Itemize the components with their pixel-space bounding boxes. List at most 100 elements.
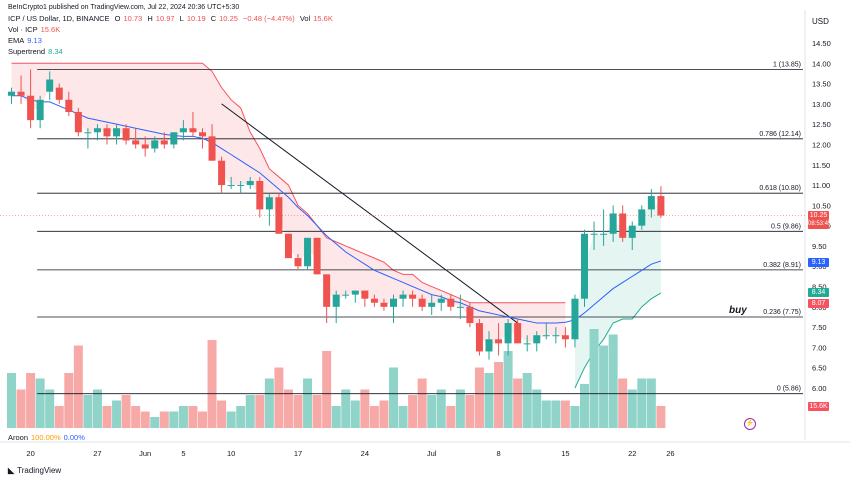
- candle-body[interactable]: [657, 196, 665, 216]
- candle-body[interactable]: [495, 339, 503, 344]
- candle-body[interactable]: [581, 233, 588, 299]
- candle-body[interactable]: [475, 323, 483, 352]
- candle-body[interactable]: [590, 233, 598, 235]
- candle-body[interactable]: [113, 128, 121, 137]
- candle-body[interactable]: [208, 136, 216, 161]
- candle-body[interactable]: [504, 323, 512, 344]
- volume-bar: [513, 378, 523, 428]
- fib-level-label: 0.236 (7.75): [763, 309, 801, 316]
- candle-body[interactable]: [552, 335, 560, 337]
- candle-body[interactable]: [122, 128, 130, 141]
- change-value: −0.48 (−4.47%): [243, 14, 295, 23]
- candle-body[interactable]: [342, 294, 350, 296]
- candle-body[interactable]: [237, 185, 245, 187]
- candle-body[interactable]: [284, 233, 292, 259]
- candle-body[interactable]: [370, 298, 378, 303]
- x-tick-label: 26: [666, 449, 674, 458]
- candle-body[interactable]: [141, 144, 149, 149]
- legend-row-supertrend[interactable]: Supertrend 8.34: [8, 47, 66, 57]
- candle-body[interactable]: [542, 335, 550, 337]
- candle-body[interactable]: [179, 128, 187, 133]
- candle-body[interactable]: [456, 306, 464, 308]
- candle-body[interactable]: [55, 87, 63, 100]
- candle-body[interactable]: [36, 99, 44, 121]
- candle-body[interactable]: [609, 213, 617, 234]
- volume-bar: [646, 378, 656, 428]
- candle-body[interactable]: [399, 294, 407, 299]
- candle-body[interactable]: [46, 79, 54, 92]
- volume-bar: [474, 367, 484, 428]
- candle-body[interactable]: [466, 306, 474, 324]
- x-tick-label: 5: [181, 449, 185, 458]
- y-tick-label: 14.00: [812, 59, 831, 68]
- lightning-icon[interactable]: ⚡: [744, 418, 756, 430]
- candle-body[interactable]: [294, 258, 302, 267]
- candle-body[interactable]: [74, 112, 82, 133]
- candle-body[interactable]: [600, 233, 608, 235]
- candle-body[interactable]: [323, 274, 331, 307]
- volume-bar: [465, 395, 475, 428]
- volume-bar: [45, 389, 55, 428]
- volume-bar: [484, 373, 494, 428]
- candle-body[interactable]: [27, 95, 35, 121]
- candle-body[interactable]: [275, 197, 283, 234]
- legend-row-ema[interactable]: EMA 9.13: [8, 36, 45, 46]
- candle-body[interactable]: [447, 298, 455, 307]
- open-value: 10.73: [123, 14, 143, 23]
- candle-body[interactable]: [428, 302, 436, 307]
- x-tick-label: Jul: [427, 449, 437, 458]
- last-price-tag: 10.25: [808, 211, 829, 220]
- candle-body[interactable]: [93, 128, 101, 133]
- candle-body[interactable]: [390, 298, 397, 307]
- candle-body[interactable]: [571, 298, 579, 340]
- candle-body[interactable]: [418, 298, 426, 307]
- legend-row-volume[interactable]: Vol · ICP 15.6K: [8, 25, 63, 35]
- symbol-name[interactable]: ICP / US Dollar, 1D, BINANCE: [8, 14, 110, 23]
- candle-body[interactable]: [151, 140, 159, 149]
- candle-body[interactable]: [227, 185, 235, 187]
- candle-body[interactable]: [380, 302, 388, 307]
- y-tick-label: 6.00: [812, 384, 827, 393]
- candle-body[interactable]: [351, 290, 359, 295]
- candle-body[interactable]: [246, 181, 254, 186]
- candle-body[interactable]: [437, 298, 445, 303]
- candle-body[interactable]: [485, 339, 493, 352]
- candle-body[interactable]: [199, 132, 206, 137]
- candle-body[interactable]: [523, 343, 531, 345]
- candle-body[interactable]: [409, 294, 417, 299]
- candle-body[interactable]: [103, 128, 111, 137]
- volume-bar: [226, 411, 236, 428]
- candle-body[interactable]: [561, 335, 569, 340]
- candle-body[interactable]: [647, 196, 655, 210]
- candle-body[interactable]: [514, 323, 522, 344]
- candle-body[interactable]: [533, 335, 541, 344]
- tradingview-logo[interactable]: ◣ TradingView: [8, 466, 61, 475]
- candle-body[interactable]: [17, 91, 25, 96]
- legend-row-aroon[interactable]: Aroon 100.00% 0.00%: [8, 433, 88, 443]
- candle-body[interactable]: [189, 128, 197, 133]
- candle-body[interactable]: [256, 181, 264, 210]
- volume-bar: [35, 378, 45, 428]
- candle-body[interactable]: [160, 140, 168, 145]
- candle-body[interactable]: [132, 140, 140, 145]
- candle-body[interactable]: [332, 294, 340, 307]
- trendline[interactable]: [221, 103, 518, 324]
- candle-body[interactable]: [361, 290, 369, 299]
- candle-body[interactable]: [638, 209, 646, 226]
- currency-label[interactable]: USD: [812, 17, 829, 26]
- candle-body[interactable]: [84, 132, 92, 134]
- candle-body[interactable]: [218, 160, 226, 186]
- candle-body[interactable]: [619, 213, 627, 238]
- candle-body[interactable]: [65, 99, 73, 112]
- candle-body[interactable]: [628, 225, 636, 238]
- vol-icp-label: Vol · ICP: [8, 25, 38, 34]
- candle-body[interactable]: [8, 91, 15, 96]
- attribution: BeInCrypto1 published on TradingView.com…: [8, 4, 240, 11]
- candle-body[interactable]: [313, 237, 321, 275]
- supertrend-down-line: [11, 62, 566, 304]
- candle-body[interactable]: [304, 237, 312, 267]
- candle-body[interactable]: [265, 197, 273, 210]
- candle-body[interactable]: [170, 132, 178, 145]
